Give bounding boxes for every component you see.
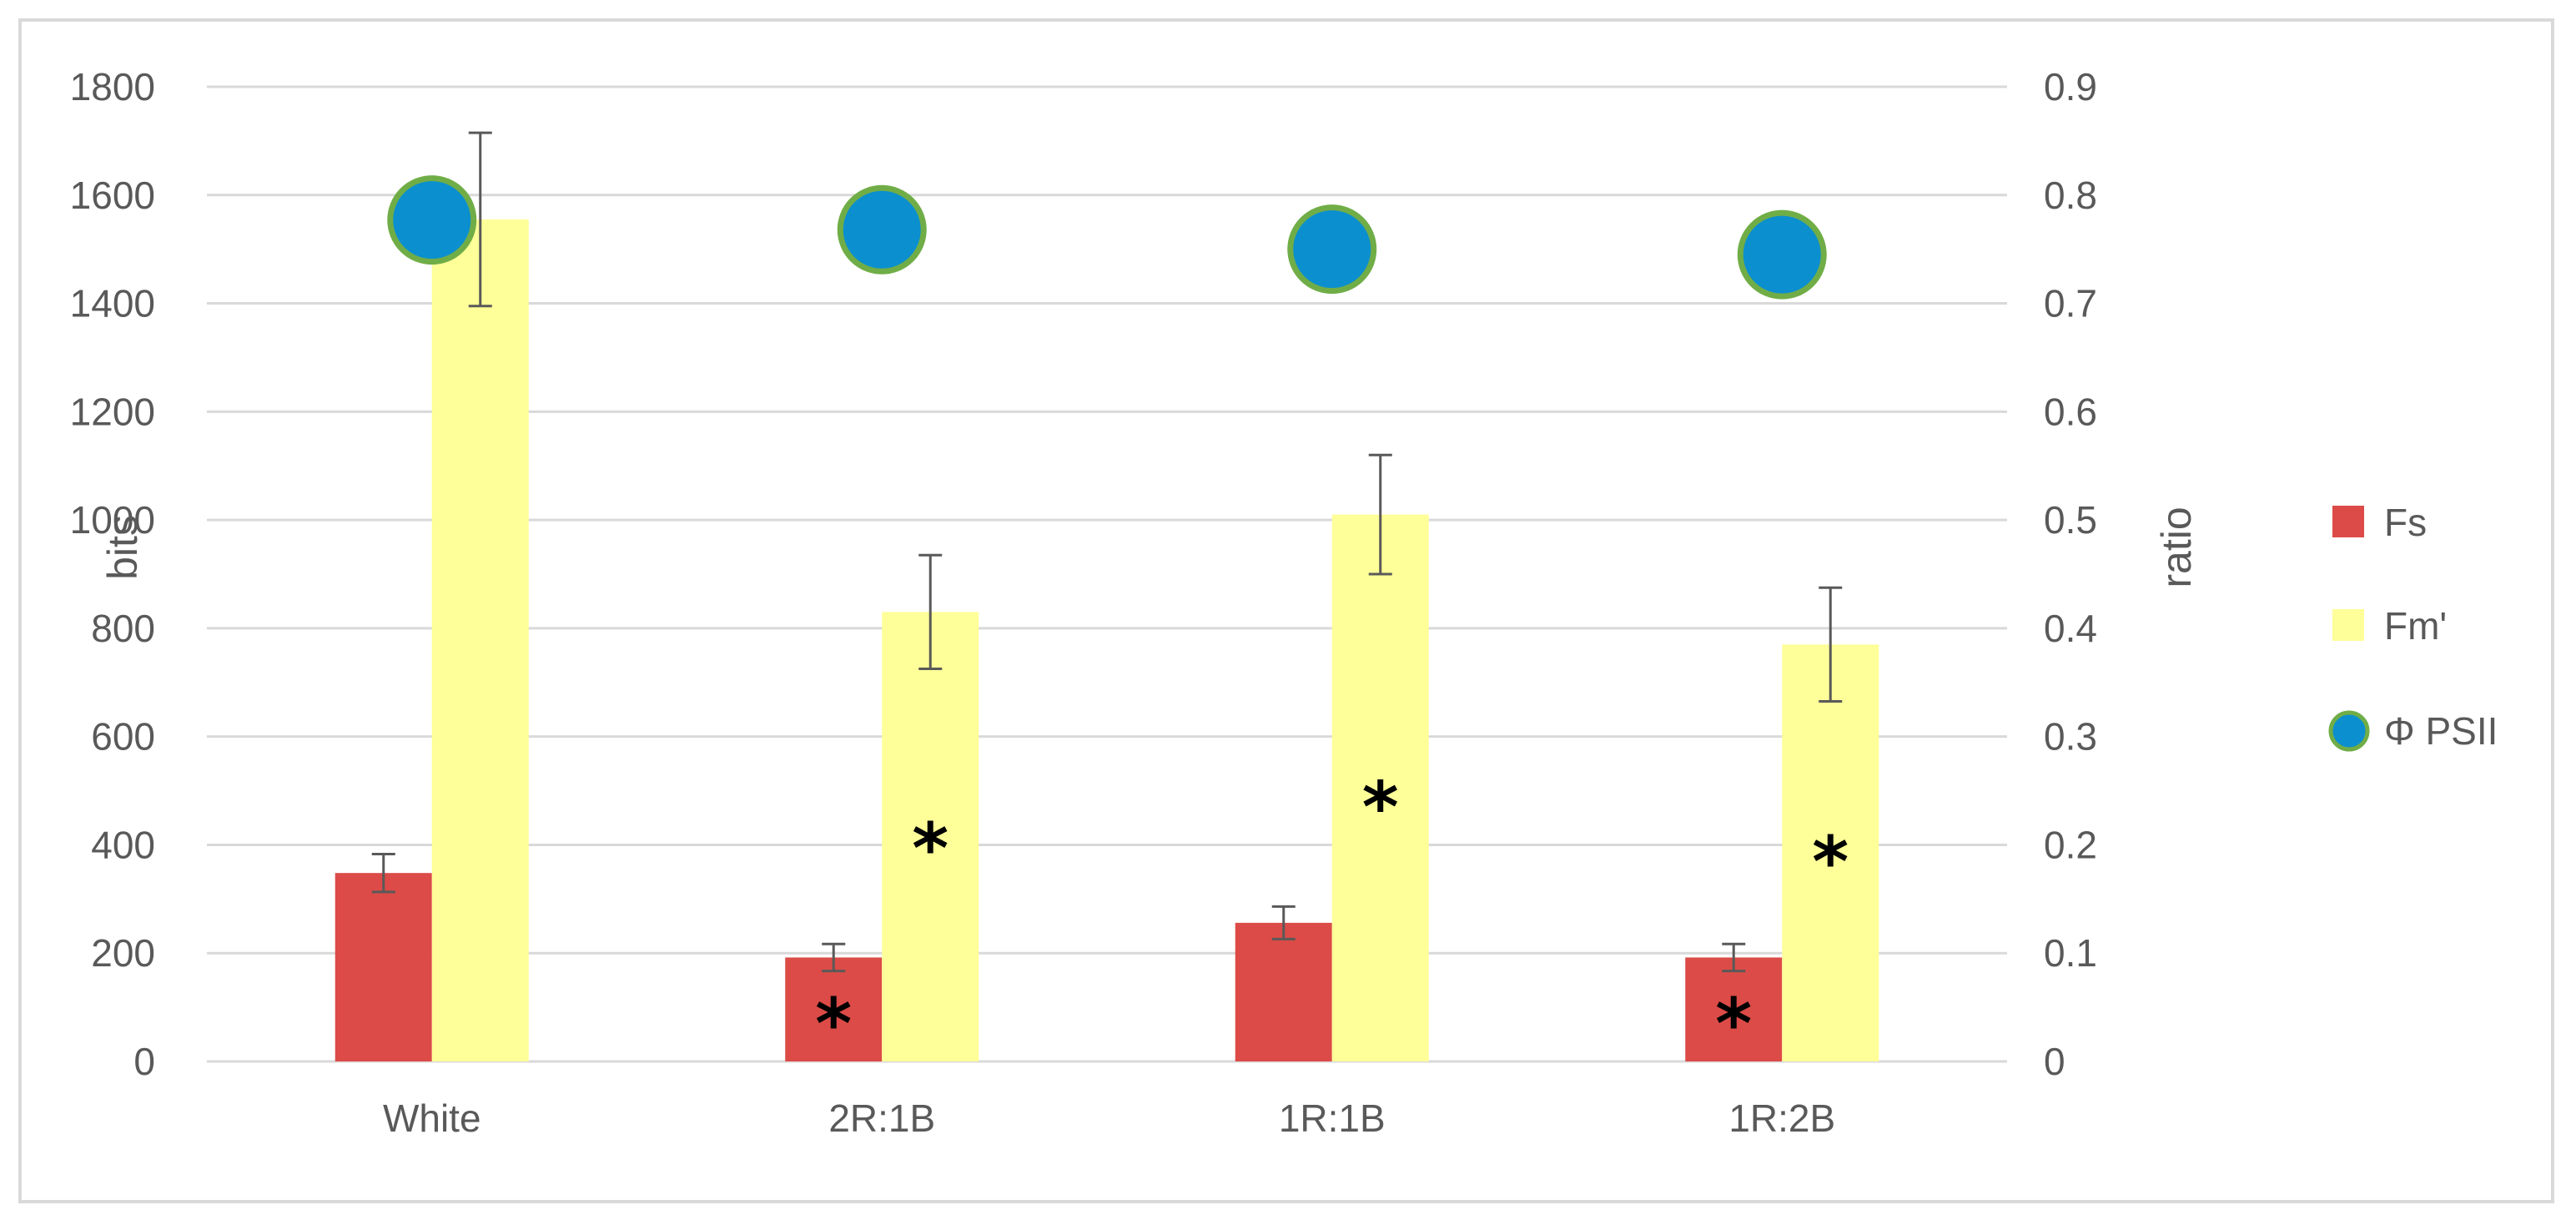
x-tick-label: 2R:1B [828, 1096, 935, 1140]
chart: ***** 0200400600800100012001400160018000… [70, 65, 2498, 1140]
significance-star: * [1362, 767, 1399, 849]
bar-fm- [1782, 644, 1879, 1061]
legend-swatch-fm- [2332, 609, 2364, 641]
significance-star: * [1715, 983, 1752, 1065]
y2-tick-label: 0.2 [2044, 823, 2097, 866]
x-tick-label: White [383, 1096, 481, 1140]
y2-tick-label: 0.7 [2044, 282, 2097, 325]
chart-frame: * * * * * 0 200 400 600 800 1000 1200 1400 1600 1800 0… [18, 18, 2554, 1203]
y2-tick-label: 0.4 [2044, 607, 2097, 650]
y-tick-label: 600 [91, 715, 155, 759]
legend-swatch-fs [2332, 506, 2364, 537]
legend: Fs Fm' Φ PSII [2328, 501, 2498, 753]
y-tick-label: 1000 [70, 498, 155, 542]
y2-tick-label: 0.9 [2044, 65, 2097, 108]
bar-fs [335, 873, 432, 1061]
y2-tick-label: 0.5 [2044, 498, 2097, 542]
y-tick-label: 0 [133, 1040, 155, 1083]
y2-tick-label: 0.8 [2044, 174, 2097, 217]
y2-tick-label: 0.3 [2044, 715, 2097, 759]
y-tick-label: 1800 [70, 65, 155, 108]
point-phi-psii [1287, 204, 1377, 295]
bar-fm- [1331, 514, 1429, 1061]
bar-fs [785, 957, 883, 1061]
y-tick-label: 400 [91, 823, 155, 866]
point-phi-psii [837, 184, 927, 275]
bar-fs [1685, 957, 1783, 1061]
legend-label--psii: Φ PSII [2384, 709, 2498, 753]
point-phi-psii [387, 175, 477, 265]
significance-star: * [1812, 821, 1849, 903]
y2-axis-title: ratio [2153, 507, 2200, 587]
y-tick-label: 1600 [70, 174, 155, 217]
significance-star: * [912, 808, 948, 890]
legend-swatch--psii [2328, 710, 2370, 752]
y2-tick-label: 0 [2044, 1040, 2065, 1083]
bar-fs [1235, 922, 1332, 1061]
bars [335, 219, 1879, 1061]
legend-label-fm-: Fm' [2384, 604, 2447, 648]
bar-fm- [882, 612, 979, 1061]
y2-tick-label: 0.6 [2044, 390, 2097, 433]
y-tick-label: 1200 [70, 390, 155, 433]
legend-label-fs: Fs [2384, 501, 2427, 544]
tick-labels: 0 200 400 600 800 1000 1200 1400 1600 1800 0 0.1 0.2… [70, 65, 2097, 1140]
y-tick-label: 200 [91, 931, 155, 975]
x-tick-label: 1R:1B [1279, 1096, 1386, 1140]
significance-marks: * * * * * [815, 767, 1849, 1065]
y-tick-label: 1400 [70, 282, 155, 325]
x-tick-label: 1R:2B [1728, 1096, 1835, 1140]
y2-tick-label: 0.1 [2044, 931, 2097, 975]
y-tick-label: 800 [91, 607, 155, 650]
bar-fm- [431, 219, 529, 1061]
significance-star: * [815, 983, 852, 1065]
point-phi-psii [1737, 209, 1827, 300]
y-axis-title: bits [99, 515, 146, 580]
points [387, 175, 1827, 300]
